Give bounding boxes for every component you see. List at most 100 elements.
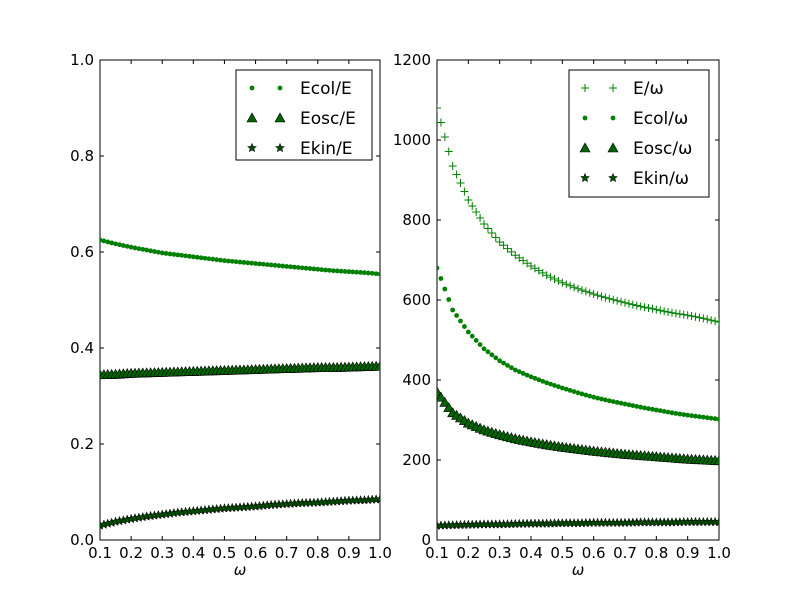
- data-point: [171, 252, 177, 257]
- data-point: [237, 259, 243, 265]
- data-point: [618, 400, 624, 406]
- x-tick-label: 0.7: [275, 544, 299, 562]
- data-point: [159, 250, 165, 256]
- data-point: [520, 371, 526, 376]
- data-point: [503, 244, 512, 253]
- data-point: [374, 360, 380, 371]
- data-point: [175, 252, 181, 258]
- data-point: [319, 267, 325, 273]
- data-point: [206, 256, 212, 262]
- data-point: [374, 493, 380, 504]
- data-point: [460, 187, 469, 196]
- data-point: [636, 302, 645, 311]
- legend-marker: [579, 142, 591, 153]
- data-point: [707, 316, 716, 325]
- data-point: [476, 214, 485, 222]
- data-point: [241, 260, 247, 265]
- plot-frame: [99, 59, 381, 541]
- data-point: [292, 264, 297, 270]
- data-point: [132, 245, 138, 251]
- legend-marker: [274, 112, 286, 123]
- plot-area: [100, 237, 380, 530]
- data-point: [481, 346, 487, 352]
- y-tick-label: 0.4: [70, 339, 94, 357]
- data-point: [480, 220, 488, 228]
- data-point: [124, 243, 130, 249]
- data-point: [559, 385, 565, 391]
- legend-marker: [609, 84, 617, 92]
- data-point: [516, 369, 522, 375]
- series-dot-points: [437, 265, 719, 422]
- data-point: [152, 249, 157, 254]
- data-point: [648, 304, 657, 313]
- series-star-points: [100, 493, 380, 530]
- y-tick-label: 1000: [393, 131, 431, 149]
- data-point: [437, 104, 441, 112]
- x-tick-label: 0.5: [550, 544, 574, 562]
- x-tick-label: 0.1: [425, 544, 449, 562]
- data-point: [715, 318, 719, 326]
- data-point: [554, 276, 563, 285]
- legend-label: Eosc/E: [300, 109, 356, 129]
- data-point: [587, 393, 593, 399]
- legend-marker: [579, 172, 591, 183]
- legend-label: Ecol/E: [300, 79, 352, 99]
- legend-marker: [582, 115, 588, 121]
- data-point: [628, 300, 637, 309]
- data-point: [440, 133, 449, 141]
- data-point: [365, 270, 371, 276]
- data-point: [712, 416, 718, 422]
- plot-area: [437, 104, 719, 530]
- data-point: [253, 261, 258, 266]
- left-panel: 0.1 0.2 0.3 0.4 0.5 0.6 0.7 0.8 0.9 1.0 0.0 0.2 0.4 0…: [70, 51, 392, 579]
- x-tick-label: 0.5: [213, 544, 237, 562]
- data-point: [601, 293, 610, 302]
- data-point: [544, 380, 550, 386]
- x-tick-label: 0.8: [644, 544, 668, 562]
- y-tick-label: 0.2: [70, 435, 94, 453]
- y-tick-label: 0: [421, 531, 431, 549]
- data-point: [585, 288, 594, 297]
- data-point: [144, 247, 150, 253]
- data-point: [268, 262, 274, 268]
- data-point: [477, 342, 483, 347]
- data-point: [167, 251, 173, 257]
- data-point: [700, 414, 706, 420]
- data-point: [454, 313, 459, 318]
- data-point: [437, 118, 445, 127]
- data-point: [711, 317, 719, 326]
- data-point: [257, 261, 262, 267]
- data-point: [311, 266, 317, 272]
- data-point: [597, 292, 606, 301]
- data-point: [540, 378, 546, 384]
- data-point: [589, 290, 598, 298]
- data-point: [713, 455, 719, 466]
- data-point: [581, 287, 590, 296]
- data-point: [210, 256, 216, 262]
- data-point: [661, 409, 667, 414]
- data-point: [109, 240, 115, 246]
- data-point: [550, 275, 559, 283]
- data-point: [613, 296, 622, 305]
- legend-marker: [277, 85, 283, 91]
- data-point: [272, 262, 278, 268]
- data-point: [222, 258, 227, 264]
- data-point: [140, 246, 146, 252]
- data-point: [583, 392, 589, 398]
- data-point: [609, 295, 618, 304]
- data-point: [577, 286, 586, 295]
- data-point: [571, 389, 577, 394]
- data-point: [117, 242, 122, 248]
- data-point: [665, 409, 671, 415]
- data-point: [493, 355, 499, 361]
- y-tick-label: 1.0: [70, 51, 94, 69]
- data-point: [610, 399, 616, 404]
- data-point: [501, 360, 506, 366]
- data-point: [624, 299, 633, 308]
- data-point: [225, 258, 231, 264]
- data-point: [362, 270, 367, 276]
- data-point: [495, 238, 504, 246]
- y-tick-label: 0.6: [70, 243, 94, 261]
- data-point: [499, 241, 508, 250]
- data-point: [483, 224, 492, 233]
